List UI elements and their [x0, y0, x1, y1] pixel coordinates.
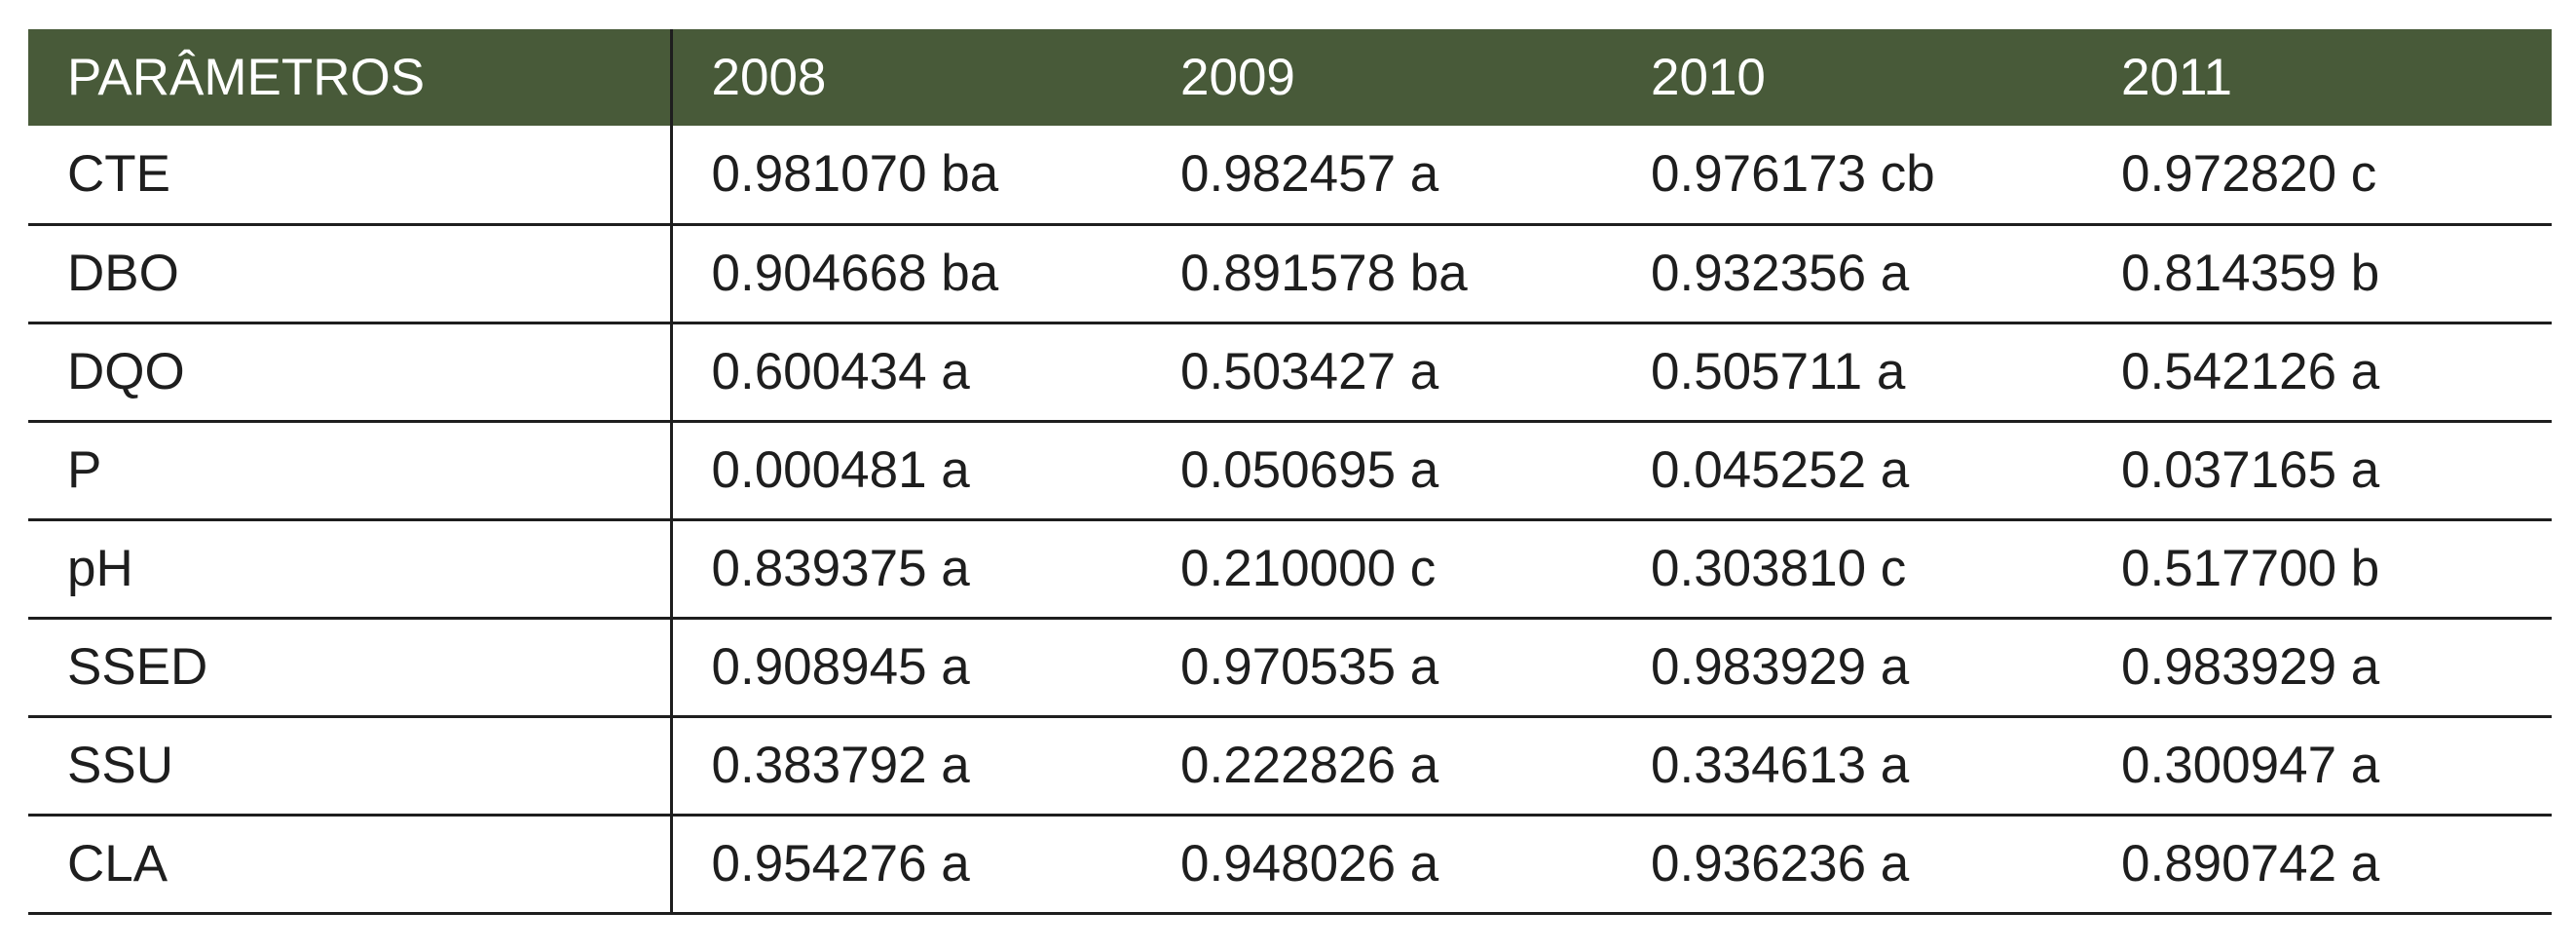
table-row: P 0.000481 a 0.050695 a 0.045252 a 0.037…: [28, 421, 2552, 521]
parameter-name-cell: SSU: [28, 716, 673, 817]
table-row: CLA 0.954276 a 0.948026 a 0.936236 a 0.8…: [28, 815, 2552, 915]
table-row: SSED 0.908945 a 0.970535 a 0.983929 a 0.…: [28, 618, 2552, 718]
value-cell: 0.222826 a: [1141, 716, 1612, 817]
header-cell-2011: 2011: [2121, 49, 2232, 106]
value-cell: 0.210000 c: [1141, 519, 1612, 620]
value-cell: 0.948026 a: [1141, 815, 1612, 915]
value-cell: 0.970535 a: [1141, 618, 1612, 718]
table-row: pH 0.839375 a 0.210000 c 0.303810 c 0.51…: [28, 519, 2552, 620]
parameter-name-cell: pH: [28, 519, 673, 620]
value-cell: 0.839375 a: [671, 519, 1141, 620]
value-cell: 0.983929 a: [2082, 618, 2552, 718]
value-cell: 0.050695 a: [1141, 421, 1612, 521]
table-body: CTE 0.981070 ba 0.982457 a 0.976173 cb 0…: [28, 126, 2552, 915]
value-cell: 0.517700 b: [2082, 519, 2552, 620]
header-row: PARÂMETROS 2008 2009 2010 2011: [28, 29, 2552, 126]
table-row: DQO 0.600434 a 0.503427 a 0.505711 a 0.5…: [28, 323, 2552, 423]
value-cell: 0.890742 a: [2082, 815, 2552, 915]
parameter-name-cell: SSED: [28, 618, 673, 718]
value-cell: 0.891578 ba: [1141, 224, 1612, 324]
parameter-name-cell: P: [28, 421, 673, 521]
value-cell: 0.334613 a: [1612, 716, 2082, 817]
table-row: CTE 0.981070 ba 0.982457 a 0.976173 cb 0…: [28, 126, 2552, 226]
header-cell-2009: 2009: [1180, 49, 1295, 106]
value-cell: 0.045252 a: [1612, 421, 2082, 521]
value-cell: 0.300947 a: [2082, 716, 2552, 817]
parameters-table-container: PARÂMETROS 2008 2009 2010 2011 CTE 0.981…: [28, 29, 2552, 915]
value-cell: 0.000481 a: [671, 421, 1141, 521]
value-cell: 0.932356 a: [1612, 224, 2082, 324]
value-cell: 0.936236 a: [1612, 815, 2082, 915]
parameter-name-cell: DQO: [28, 323, 673, 423]
value-cell: 0.908945 a: [671, 618, 1141, 718]
header-cell-2010: 2010: [1651, 49, 1766, 106]
value-cell: 0.981070 ba: [671, 126, 1141, 226]
header-cell-parametros: PARÂMETROS: [28, 29, 673, 126]
parameter-name-cell: CLA: [28, 815, 673, 915]
value-cell: 0.983929 a: [1612, 618, 2082, 718]
value-cell: 0.505711 a: [1612, 323, 2082, 423]
value-cell: 0.972820 c: [2082, 126, 2552, 226]
value-cell: 0.982457 a: [1141, 126, 1612, 226]
table-header: PARÂMETROS 2008 2009 2010 2011: [28, 29, 2552, 126]
value-cell: 0.383792 a: [671, 716, 1141, 817]
value-cell: 0.976173 cb: [1612, 126, 2082, 226]
table-row: DBO 0.904668 ba 0.891578 ba 0.932356 a 0…: [28, 224, 2552, 324]
header-cell-2008: 2008: [711, 49, 827, 106]
value-cell: 0.037165 a: [2082, 421, 2552, 521]
table-row: SSU 0.383792 a 0.222826 a 0.334613 a 0.3…: [28, 716, 2552, 817]
value-cell: 0.904668 ba: [671, 224, 1141, 324]
parameter-name-cell: CTE: [28, 126, 673, 226]
value-cell: 0.503427 a: [1141, 323, 1612, 423]
value-cell: 0.303810 c: [1612, 519, 2082, 620]
value-cell: 0.814359 b: [2082, 224, 2552, 324]
parameters-table: PARÂMETROS 2008 2009 2010 2011 CTE 0.981…: [28, 29, 2552, 915]
value-cell: 0.542126 a: [2082, 323, 2552, 423]
value-cell: 0.600434 a: [671, 323, 1141, 423]
value-cell: 0.954276 a: [671, 815, 1141, 915]
parameter-name-cell: DBO: [28, 224, 673, 324]
